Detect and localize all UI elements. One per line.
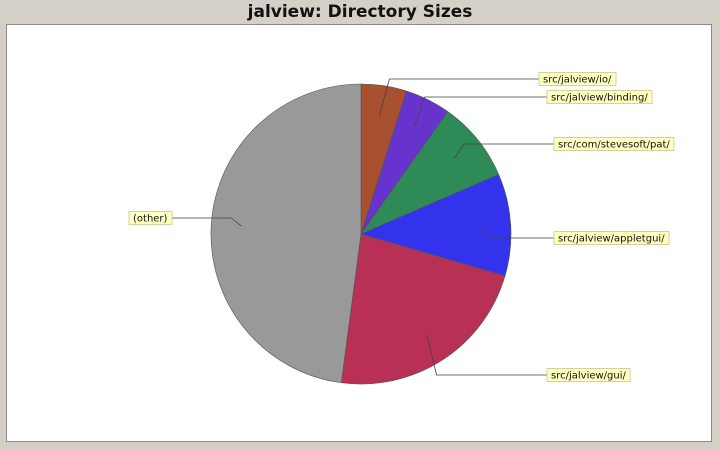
leader-line xyxy=(480,226,554,239)
slice-label-box xyxy=(553,137,675,151)
slice-label-other: (other) xyxy=(133,214,168,225)
pie-labels: src/jalview/io/src/jalview/binding/src/c… xyxy=(128,72,675,382)
chart-title: jalview: Directory Sizes xyxy=(247,2,473,22)
leader-line xyxy=(379,78,539,116)
pie-slice-src-jalview-gui xyxy=(340,233,506,385)
slice-label-src-com-stevesoft-pat: src/com/stevesoft/pat/ xyxy=(558,140,670,151)
leader-line xyxy=(414,96,547,127)
slice-label-src-jalview-io: src/jalview/io/ xyxy=(543,75,612,86)
leader-line xyxy=(426,334,547,376)
plot-area: src/jalview/io/src/jalview/binding/src/c… xyxy=(6,24,712,442)
slice-label-box xyxy=(546,90,653,104)
leader-line xyxy=(172,217,242,227)
slice-label-box xyxy=(553,231,670,245)
slice-label-src-jalview-binding: src/jalview/binding/ xyxy=(551,93,648,104)
pie-slice-src-jalview-appletgui xyxy=(360,174,512,277)
slice-label-box xyxy=(546,368,631,382)
slice-label-src-jalview-appletgui: src/jalview/appletgui/ xyxy=(558,234,665,245)
slice-label-src-jalview-gui: src/jalview/gui/ xyxy=(551,371,627,382)
pie-slice-src-com-stevesoft-pat xyxy=(360,111,500,235)
slice-label-box xyxy=(538,72,617,86)
pie-slices xyxy=(210,83,512,385)
slice-label-box xyxy=(128,211,173,225)
pie-slice-other xyxy=(210,83,362,384)
pie-chart: src/jalview/io/src/jalview/binding/src/c… xyxy=(128,72,675,385)
leader-line xyxy=(453,143,554,159)
